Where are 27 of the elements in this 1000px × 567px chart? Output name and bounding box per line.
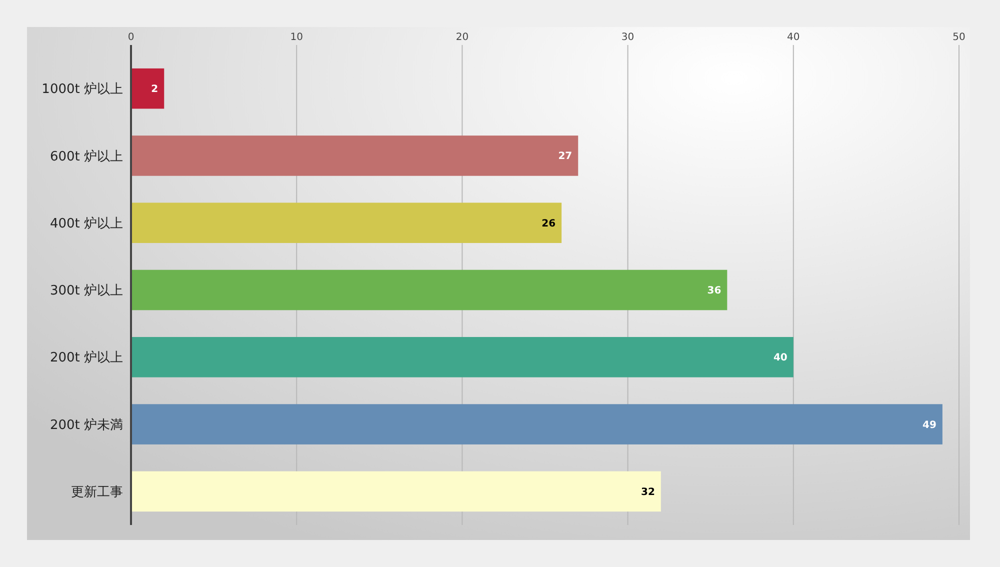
bar	[131, 337, 794, 378]
data-label: 2	[151, 84, 158, 96]
y-tick-label: 200t 炉未満	[50, 418, 123, 433]
y-tick-label: 600t 炉以上	[50, 149, 123, 164]
bar	[131, 136, 578, 176]
x-tick-label: 40	[787, 32, 800, 43]
bar	[131, 404, 942, 444]
bar	[131, 202, 562, 243]
bar	[131, 471, 661, 512]
y-tick-label: 300t 炉以上	[50, 284, 123, 299]
data-label: 32	[641, 486, 655, 498]
data-label: 27	[558, 151, 572, 162]
data-label: 40	[773, 352, 788, 364]
data-label: 49	[922, 420, 936, 431]
data-label: 36	[707, 286, 722, 296]
x-tick-label: 0	[128, 32, 134, 43]
y-tick-label: 400t 炉以上	[50, 216, 123, 232]
bar	[131, 270, 728, 310]
x-tick-label: 50	[952, 32, 966, 43]
y-tick-label: 1000t 炉以上	[42, 82, 123, 98]
data-label: 26	[542, 218, 556, 230]
x-tick-label: 20	[456, 32, 469, 43]
bar	[131, 68, 164, 109]
x-tick-label: 30	[621, 32, 634, 43]
y-tick-label: 200t 炉以上	[50, 350, 123, 366]
x-tick-label: 10	[290, 32, 303, 43]
y-tick-label: 更新工事	[71, 484, 123, 500]
